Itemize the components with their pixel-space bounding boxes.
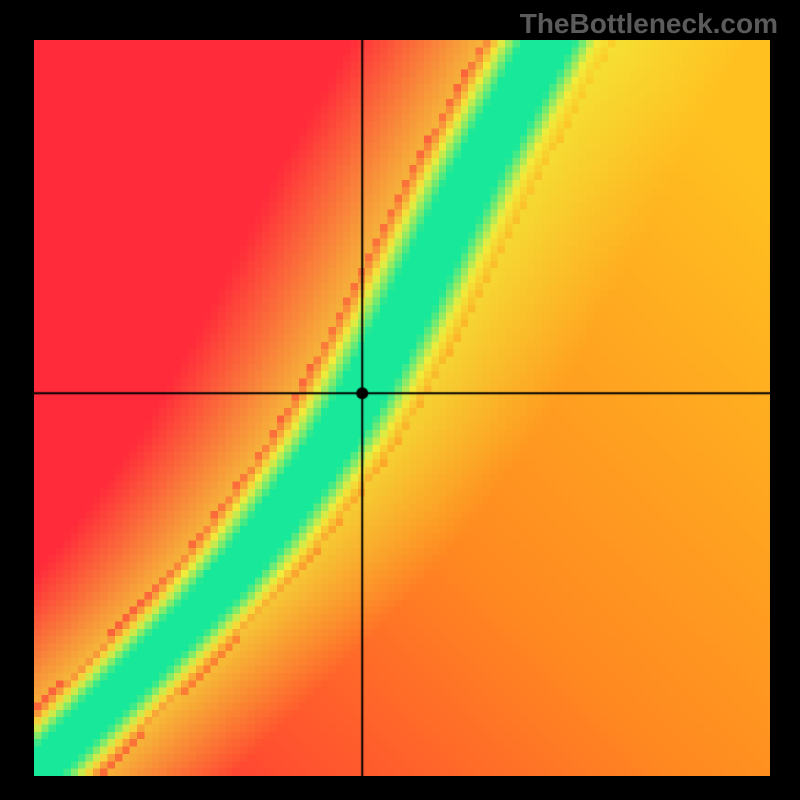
watermark-text: TheBottleneck.com xyxy=(520,8,778,40)
chart-container: TheBottleneck.com xyxy=(0,0,800,800)
crosshair-overlay xyxy=(34,40,770,776)
